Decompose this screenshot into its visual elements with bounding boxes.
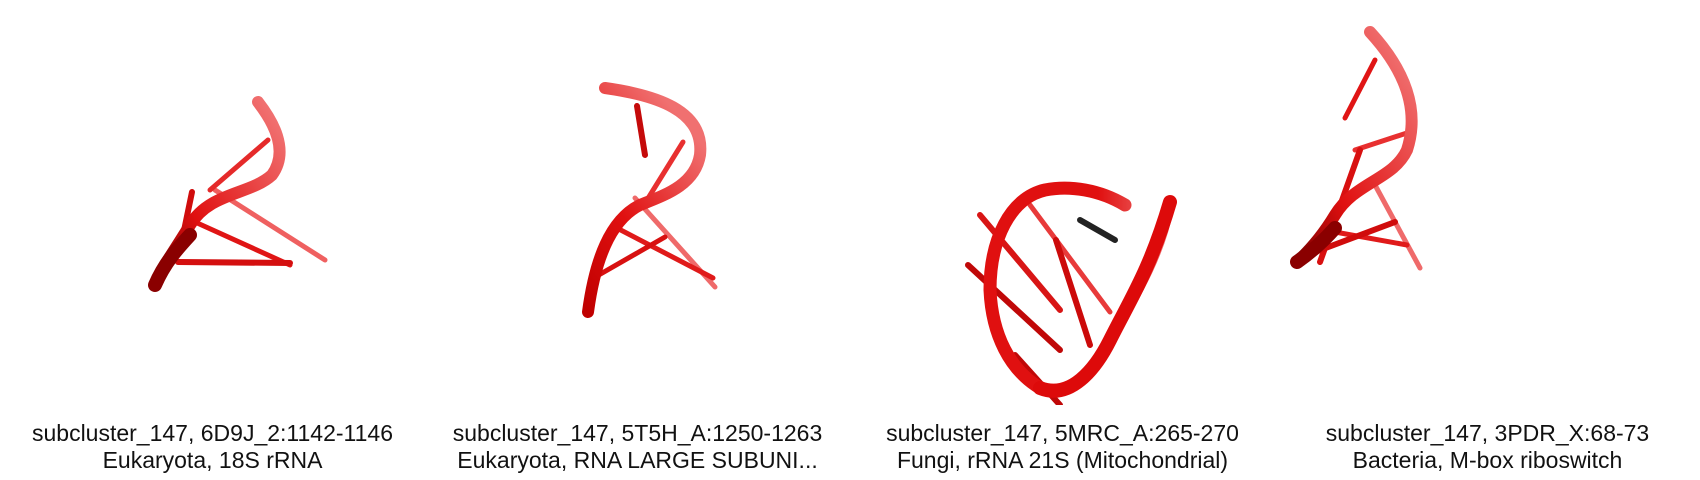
panel-4-subtitle: Bacteria, M-box riboswitch: [1352, 447, 1623, 473]
structure-panel-2: subcluster_147, 5T5H_A:1250-1263 Eukaryo…: [425, 0, 850, 480]
rna-structure-image-3: [965, 181, 1177, 405]
panel-1-subtitle: Eukaryota, 18S rRNA: [102, 447, 323, 473]
panel-2-title: subcluster_147, 5T5H_A:1250-1263: [452, 420, 823, 446]
structure-panel-1: subcluster_147, 6D9J_2:1142-1146 Eukaryo…: [0, 0, 425, 480]
panel-3-title: subcluster_147, 5MRC_A:265-270: [886, 420, 1239, 446]
panel-2-subtitle: Eukaryota, RNA LARGE SUBUNI...: [457, 447, 818, 473]
panel-4-title: subcluster_147, 3PDR_X:68-73: [1325, 420, 1650, 446]
structure-panel-3: subcluster_147, 5MRC_A:265-270 Fungi, rR…: [850, 0, 1275, 480]
panel-3-subtitle: Fungi, rRNA 21S (Mitochondrial): [896, 447, 1229, 473]
rna-structure-image-1: [148, 96, 328, 292]
panel-1-title: subcluster_147, 6D9J_2:1142-1146: [31, 420, 393, 446]
rna-structure-image-2: [582, 82, 718, 318]
structure-panel-4: subcluster_147, 3PDR_X:68-73 Bacteria, M…: [1275, 0, 1700, 480]
rna-structure-image-4: [1290, 26, 1423, 271]
